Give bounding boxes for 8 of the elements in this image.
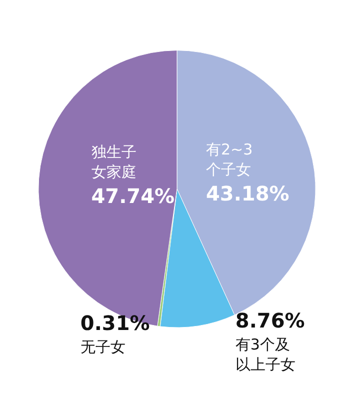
slice-label: 有2~3个子女 bbox=[206, 140, 253, 179]
slice-label: 独生子女家庭 bbox=[91, 142, 136, 181]
data-label: 8.76% bbox=[235, 308, 305, 333]
slice-label: 无子女 bbox=[80, 338, 126, 356]
data-label: 0.31% bbox=[80, 311, 150, 336]
slice-label: 有3个及以上子女 bbox=[235, 336, 296, 374]
data-label: 47.74% bbox=[91, 184, 175, 208]
data-label: 43.18% bbox=[206, 182, 290, 206]
